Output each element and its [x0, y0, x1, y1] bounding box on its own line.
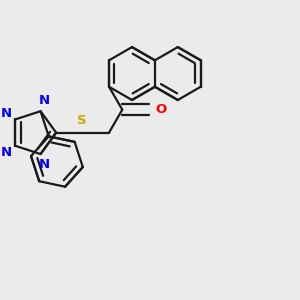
Text: N: N: [38, 158, 50, 171]
Text: N: N: [38, 94, 50, 107]
Text: O: O: [156, 103, 167, 116]
Text: N: N: [1, 106, 12, 119]
Text: S: S: [77, 114, 86, 127]
Text: N: N: [1, 146, 12, 159]
